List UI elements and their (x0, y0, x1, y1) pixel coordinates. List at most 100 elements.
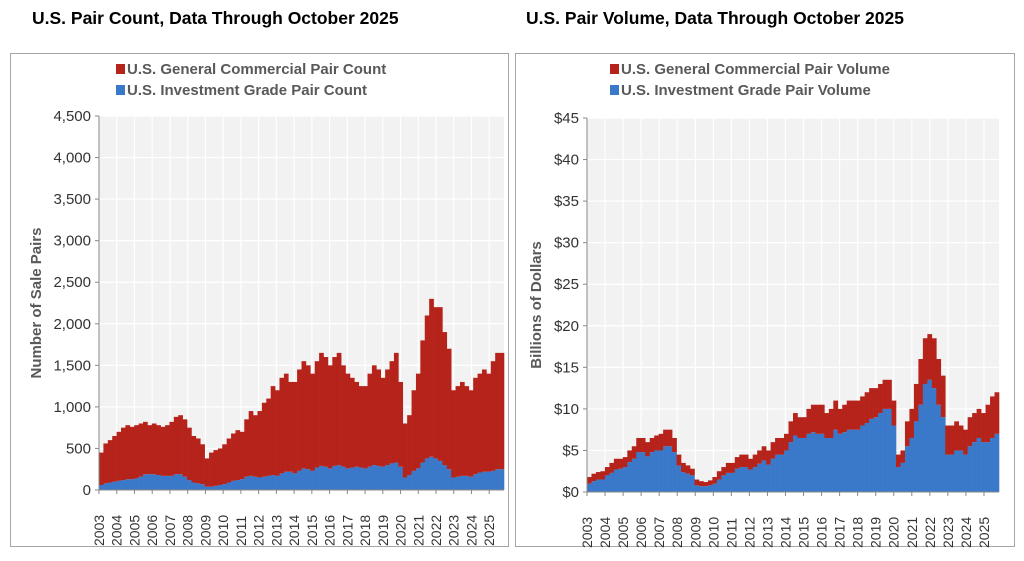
bar-general-commercial (147, 425, 153, 475)
bar-general-commercial (283, 373, 289, 472)
x-tick-label: 2025 (481, 515, 497, 546)
bar-general-commercial (178, 415, 183, 475)
bar-investment-grade (828, 437, 834, 492)
bar-general-commercial (499, 352, 505, 470)
bar-investment-grade (698, 486, 704, 492)
bar-general-commercial (451, 390, 456, 478)
bar-investment-grade (887, 408, 892, 492)
bar-investment-grade (446, 469, 452, 490)
y-tick-label: $35 (554, 193, 579, 210)
bar-investment-grade (327, 468, 333, 490)
legend-label: U.S. Investment Grade Pair Volume (621, 82, 871, 99)
x-tick-label: 2009 (687, 517, 703, 548)
bar-investment-grade (936, 404, 942, 492)
x-tick-label: 2006 (144, 515, 160, 546)
bar-general-commercial (367, 373, 373, 467)
bar-investment-grade (173, 474, 179, 490)
x-tick-label: 2019 (375, 515, 391, 546)
x-tick-label: 2004 (109, 515, 125, 546)
bar-investment-grade (618, 468, 624, 492)
legend-label: U.S. General Commercial Pair Count (127, 61, 386, 78)
bar-general-commercial (385, 369, 390, 466)
x-tick-label: 2016 (322, 515, 338, 546)
bar-general-commercial (345, 373, 351, 469)
y-tick-label: $5 (562, 442, 579, 459)
bar-general-commercial (896, 454, 901, 468)
bar-investment-grade (143, 474, 148, 490)
bar-general-commercial (734, 457, 740, 469)
bar-general-commercial (766, 450, 771, 465)
bar-general-commercial (187, 427, 192, 481)
bar-general-commercial (636, 437, 642, 453)
bar-investment-grade (481, 471, 487, 490)
x-tick-label: 2017 (339, 515, 355, 546)
bar-investment-grade (891, 425, 897, 492)
bar-investment-grade (310, 470, 316, 490)
bar-investment-grade (972, 442, 977, 492)
bar-investment-grade (788, 442, 794, 492)
bar-investment-grade (393, 462, 399, 490)
bar-investment-grade (239, 479, 245, 490)
bar-general-commercial (253, 415, 258, 477)
bar-general-commercial (468, 390, 474, 477)
bar-general-commercial (788, 421, 794, 443)
legend-swatch (116, 64, 125, 74)
bar-investment-grade (631, 458, 637, 492)
bar-general-commercial (739, 454, 745, 468)
bar-general-commercial (931, 338, 937, 389)
pair-count-chart: 2003 2004 2005 2006 2007 2008 2009 2010 2011 2012… (28, 61, 505, 546)
bar-investment-grade (994, 433, 1000, 492)
bar-general-commercial (112, 435, 117, 482)
bar-general-commercial (909, 408, 915, 438)
y-tick-label: 0 (83, 482, 91, 499)
chart-title-pair-volume: U.S. Pair Volume, Data Through October 2… (526, 8, 904, 28)
bar-investment-grade (116, 480, 122, 490)
x-tick-label: 2007 (162, 515, 178, 546)
bar-investment-grade (367, 466, 373, 490)
bar-investment-grade (468, 476, 474, 490)
bar-investment-grade (288, 471, 293, 490)
bar-general-commercial (922, 338, 928, 384)
bar-investment-grade (940, 417, 946, 492)
bar-investment-grade (257, 477, 263, 490)
bar-investment-grade (981, 442, 986, 492)
bar-investment-grade (341, 466, 346, 490)
bar-general-commercial (591, 473, 597, 482)
bar-general-commercial (801, 417, 807, 438)
bar-general-commercial (685, 465, 691, 474)
y-tick-label: 2,000 (53, 316, 91, 333)
bar-investment-grade (658, 450, 664, 492)
bar-general-commercial (371, 365, 377, 466)
bar-investment-grade (112, 481, 117, 490)
bar-investment-grade (292, 473, 298, 490)
bar-general-commercial (398, 381, 404, 467)
bar-investment-grade (954, 450, 959, 492)
bar-investment-grade (878, 413, 883, 492)
bar-investment-grade (204, 486, 210, 490)
bar-general-commercial (407, 415, 412, 476)
bar-general-commercial (275, 390, 280, 476)
bar-general-commercial (990, 396, 995, 438)
bar-general-commercial (341, 365, 346, 467)
bar-investment-grade (685, 473, 691, 492)
bar-investment-grade (976, 437, 982, 492)
bar-general-commercial (495, 352, 500, 470)
bar-general-commercial (891, 400, 897, 426)
x-tick-label: 2023 (940, 517, 956, 548)
bar-general-commercial (672, 437, 677, 453)
bar-investment-grade (609, 472, 615, 492)
bar-general-commercial (151, 423, 157, 475)
bar-general-commercial (887, 379, 892, 409)
bar-investment-grade (499, 469, 505, 490)
bar-investment-grade (636, 452, 642, 492)
bar-investment-grade (363, 468, 368, 490)
bar-general-commercial (270, 386, 276, 476)
bar-investment-grade (649, 452, 655, 492)
bar-general-commercial (129, 426, 135, 480)
bar-investment-grade (473, 474, 478, 490)
bar-investment-grade (703, 486, 709, 492)
bar-general-commercial (855, 400, 861, 430)
bar-investment-grade (672, 452, 677, 492)
x-tick-label: 2010 (215, 515, 231, 546)
bar-general-commercial (676, 454, 682, 466)
